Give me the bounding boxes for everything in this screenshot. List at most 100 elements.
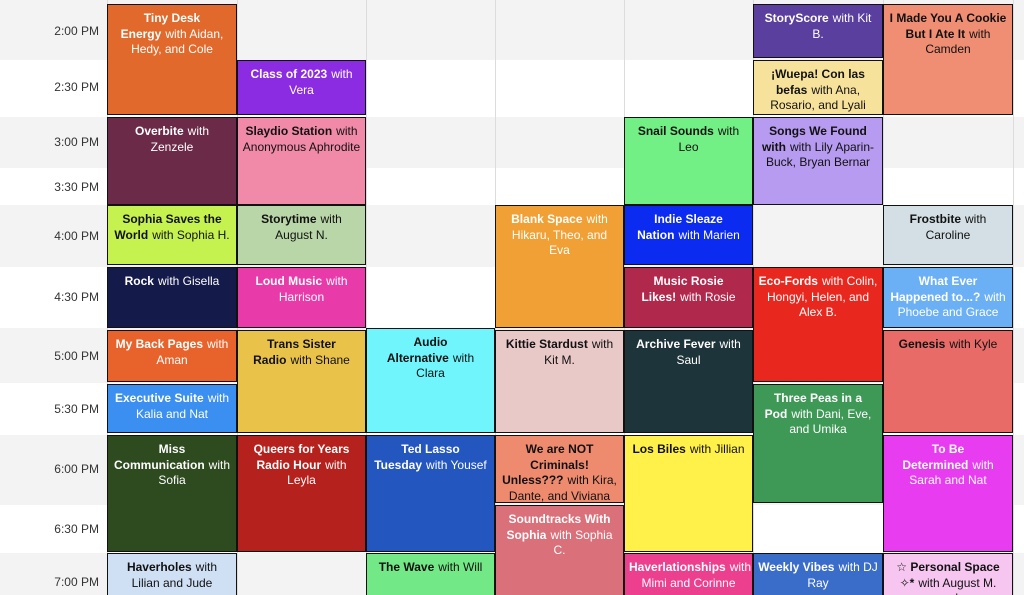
show-title: Audio Alternative — [386, 335, 449, 365]
show-host: with Kyle — [949, 337, 998, 351]
show-block[interactable]: We are NOT Criminals! Unless??? with Kira… — [495, 435, 624, 503]
show-title: Archive Fever — [636, 337, 716, 351]
show-host: with Lilian and Jude — [131, 560, 218, 590]
time-label: 2:30 PM — [54, 80, 99, 94]
show-block[interactable]: Soundtracks With Sophia with Sophia C. — [495, 505, 624, 595]
show-host: with Shane — [290, 352, 350, 367]
show-host: with Kalia and Nat — [135, 391, 230, 421]
show-host: with Will — [438, 560, 483, 574]
show-block[interactable]: Eco-Fords with Colin, Hongyi, Helen, and … — [753, 267, 883, 382]
time-label: 2:00 PM — [54, 24, 99, 38]
show-title: ¡Wuepa! Con las befas — [771, 67, 865, 97]
show-block[interactable]: Frostbite with Caroline — [883, 205, 1013, 265]
show-title: To Be Determined — [902, 442, 969, 472]
show-host: with August M. and — [918, 575, 997, 595]
show-block[interactable]: Executive Suite with Kalia and Nat — [107, 384, 237, 433]
show-title: Three Peas in a Pod — [764, 391, 863, 421]
show-title: Rock — [124, 274, 154, 288]
show-block[interactable]: Class of 2023 with Vera — [237, 60, 366, 115]
show-block[interactable]: Trans Sister Radio with Shane — [237, 330, 366, 433]
row-band — [0, 0, 1024, 4]
show-host: with Sarah and Nat — [909, 457, 994, 488]
show-host: with Mimi and Corinne — [641, 560, 752, 590]
show-host: with Leyla — [287, 457, 347, 488]
show-block[interactable]: Haverholes with Lilian and Jude — [107, 553, 237, 595]
show-block[interactable]: Indie Sleaze Nation with Marien — [624, 205, 753, 265]
show-block[interactable]: Overbite with Zenzele — [107, 117, 237, 205]
show-host: with Kit M. — [544, 337, 614, 367]
show-host: with Kira, Dante, and Viviana — [508, 473, 617, 503]
show-block[interactable]: Storytime with August N. — [237, 205, 366, 265]
show-block[interactable]: Los Biles with Jillian — [624, 435, 753, 552]
show-host: with August N. — [275, 212, 342, 242]
show-host: with Zenzele — [150, 124, 210, 154]
show-host: with Dani, Eve, and Umika — [789, 406, 872, 437]
show-host: with DJ Ray — [807, 560, 878, 590]
show-host: with Rosie — [680, 289, 736, 304]
show-block[interactable]: Tiny Desk Energy with Aidan, Hedy, and Co… — [107, 4, 237, 115]
show-title: Frostbite — [909, 212, 961, 226]
show-block[interactable]: Queers for Years Radio Hour with Leyla — [237, 435, 366, 552]
show-host: with Anonymous Aphrodite — [242, 124, 361, 154]
show-title: Haverholes — [126, 560, 192, 574]
show-host: with Marien — [678, 227, 740, 242]
show-block[interactable]: StoryScore with Kit B. — [753, 4, 883, 58]
show-host: with Clara — [416, 350, 475, 381]
show-block[interactable]: Three Peas in a Pod with Dani, Eve, and U… — [753, 384, 883, 503]
show-block[interactable]: Weekly Vibes with DJ Ray — [753, 553, 883, 595]
show-title: Queers for Years Radio Hour — [253, 442, 350, 472]
show-block[interactable]: The Wave with Will — [366, 553, 495, 595]
show-title: Weekly Vibes — [758, 560, 835, 574]
show-block[interactable]: I Made You A Cookie But I Ate It with Cam… — [883, 4, 1013, 115]
show-title: Eco-Fords — [758, 274, 818, 288]
show-block[interactable]: Sophia Saves the World with Sophia H. — [107, 205, 237, 265]
show-title: Executive Suite — [114, 391, 204, 405]
grid-line — [1013, 0, 1014, 595]
show-block[interactable]: Audio Alternative with Clara — [366, 328, 495, 433]
show-block[interactable]: Snail Sounds with Leo — [624, 117, 753, 205]
show-block[interactable]: ¡Wuepa! Con las befas with Ana, Rosario, … — [753, 60, 883, 115]
show-block[interactable]: Haverlationships with Mimi and Corinne — [624, 553, 753, 595]
show-block[interactable]: Genesis with Kyle — [883, 330, 1013, 433]
show-title: Kittie Stardust — [505, 337, 588, 351]
show-title: Music Rosie Likes! — [641, 274, 724, 304]
show-host: with Lily Aparin-Buck, Bryan Bernar — [765, 139, 875, 170]
show-block[interactable]: Blank Space with Hikaru, Theo, and Eva — [495, 205, 624, 328]
show-block[interactable]: Slaydio Station with Anonymous Aphrodite — [237, 117, 366, 205]
show-title: Snail Sounds — [637, 124, 714, 138]
show-block[interactable]: Rock with Gisella — [107, 267, 237, 328]
show-block[interactable]: Music Rosie Likes! with Rosie — [624, 267, 753, 328]
show-block[interactable]: Miss Communication with Sofia — [107, 435, 237, 552]
time-label: 7:00 PM — [54, 575, 99, 589]
time-label: 3:30 PM — [54, 180, 99, 194]
show-host: with Leo — [678, 124, 740, 154]
time-label: 6:00 PM — [54, 462, 99, 476]
time-label: 3:00 PM — [54, 135, 99, 149]
show-title: Class of 2023 — [250, 67, 328, 81]
show-title: Trans Sister Radio — [253, 337, 336, 367]
show-host: with Vera — [289, 67, 353, 97]
show-title: Indie Sleaze Nation — [637, 212, 723, 242]
show-block[interactable]: Ted Lasso Tuesday with Yousef — [366, 435, 495, 552]
show-block[interactable]: Songs We Found with with Lily Aparin-Buck… — [753, 117, 883, 205]
time-label: 4:30 PM — [54, 290, 99, 304]
show-block[interactable]: To Be Determined with Sarah and Nat — [883, 435, 1013, 552]
show-block[interactable]: Loud Music with Harrison — [237, 267, 366, 328]
show-host: with Aman — [156, 337, 229, 367]
show-title: The Wave — [378, 560, 435, 574]
show-title: Overbite — [134, 124, 184, 138]
show-title: Tiny Desk Energy — [120, 11, 201, 41]
show-title: ☆ Personal Space ✧* — [896, 560, 1000, 590]
show-title: Miss Communication — [113, 442, 205, 472]
show-title: Ted Lasso Tuesday — [374, 442, 460, 472]
show-title: Los Biles — [632, 442, 686, 456]
show-block[interactable]: Archive Fever with Saul — [624, 330, 753, 433]
show-host: with Ana, Rosario, and Lyali — [770, 82, 866, 113]
show-block[interactable]: What Ever Happened to...? with Phoebe and… — [883, 267, 1013, 328]
show-title: Loud Music — [255, 274, 323, 288]
show-block[interactable]: ☆ Personal Space ✧*with August M. and — [883, 553, 1013, 595]
show-title: Songs We Found with — [761, 124, 867, 154]
show-block[interactable]: Kittie Stardust with Kit M. — [495, 330, 624, 433]
show-block[interactable]: My Back Pages with Aman — [107, 330, 237, 382]
show-host: with Saul — [676, 337, 741, 367]
